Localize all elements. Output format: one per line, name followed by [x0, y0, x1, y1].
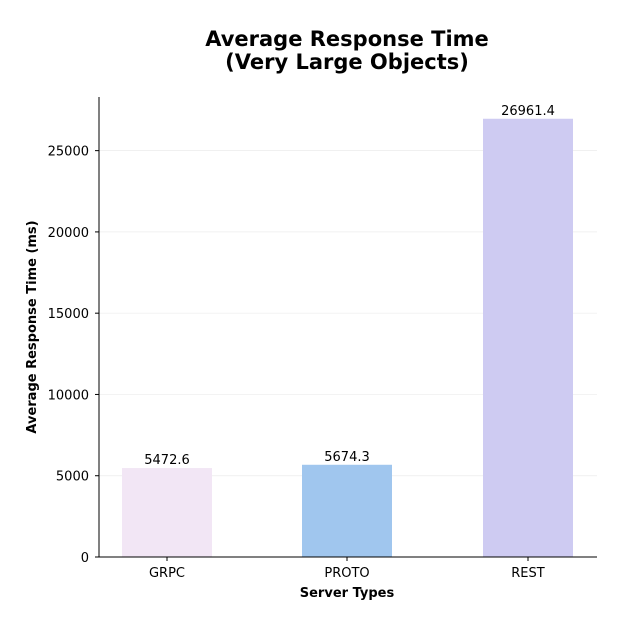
- y-tick-label: 15000: [48, 307, 89, 322]
- value-label-grpc: 5472.6: [144, 453, 190, 468]
- value-label-rest: 26961.4: [501, 104, 555, 119]
- value-label-proto: 5674.3: [324, 450, 370, 465]
- y-tick-label: 0: [81, 551, 89, 566]
- x-tick-label-grpc: GRPC: [149, 566, 185, 581]
- x-tick-label-rest: REST: [511, 566, 544, 581]
- x-axis-label: Server Types: [300, 586, 395, 601]
- y-tick-label: 25000: [48, 145, 89, 160]
- y-tick-label: 5000: [56, 470, 89, 485]
- bars: [122, 118, 573, 557]
- y-axis-ticks: 0 5000 10000 15000 20000 25000: [48, 145, 99, 566]
- bar-proto: [302, 464, 392, 557]
- bar-rest: [483, 118, 573, 557]
- chart-title-line-2: (Very Large Objects): [225, 50, 469, 74]
- y-tick-label: 20000: [48, 226, 89, 241]
- value-labels: 5472.6 5674.3 26961.4: [144, 104, 555, 468]
- y-tick-label: 10000: [48, 388, 89, 403]
- x-tick-label-proto: PROTO: [324, 566, 369, 581]
- bar-grpc: [122, 468, 212, 557]
- x-axis-ticks: GRPC PROTO REST: [149, 557, 545, 581]
- chart-title-line-1: Average Response Time: [205, 27, 489, 51]
- y-axis-label: Average Response Time (ms): [25, 220, 40, 433]
